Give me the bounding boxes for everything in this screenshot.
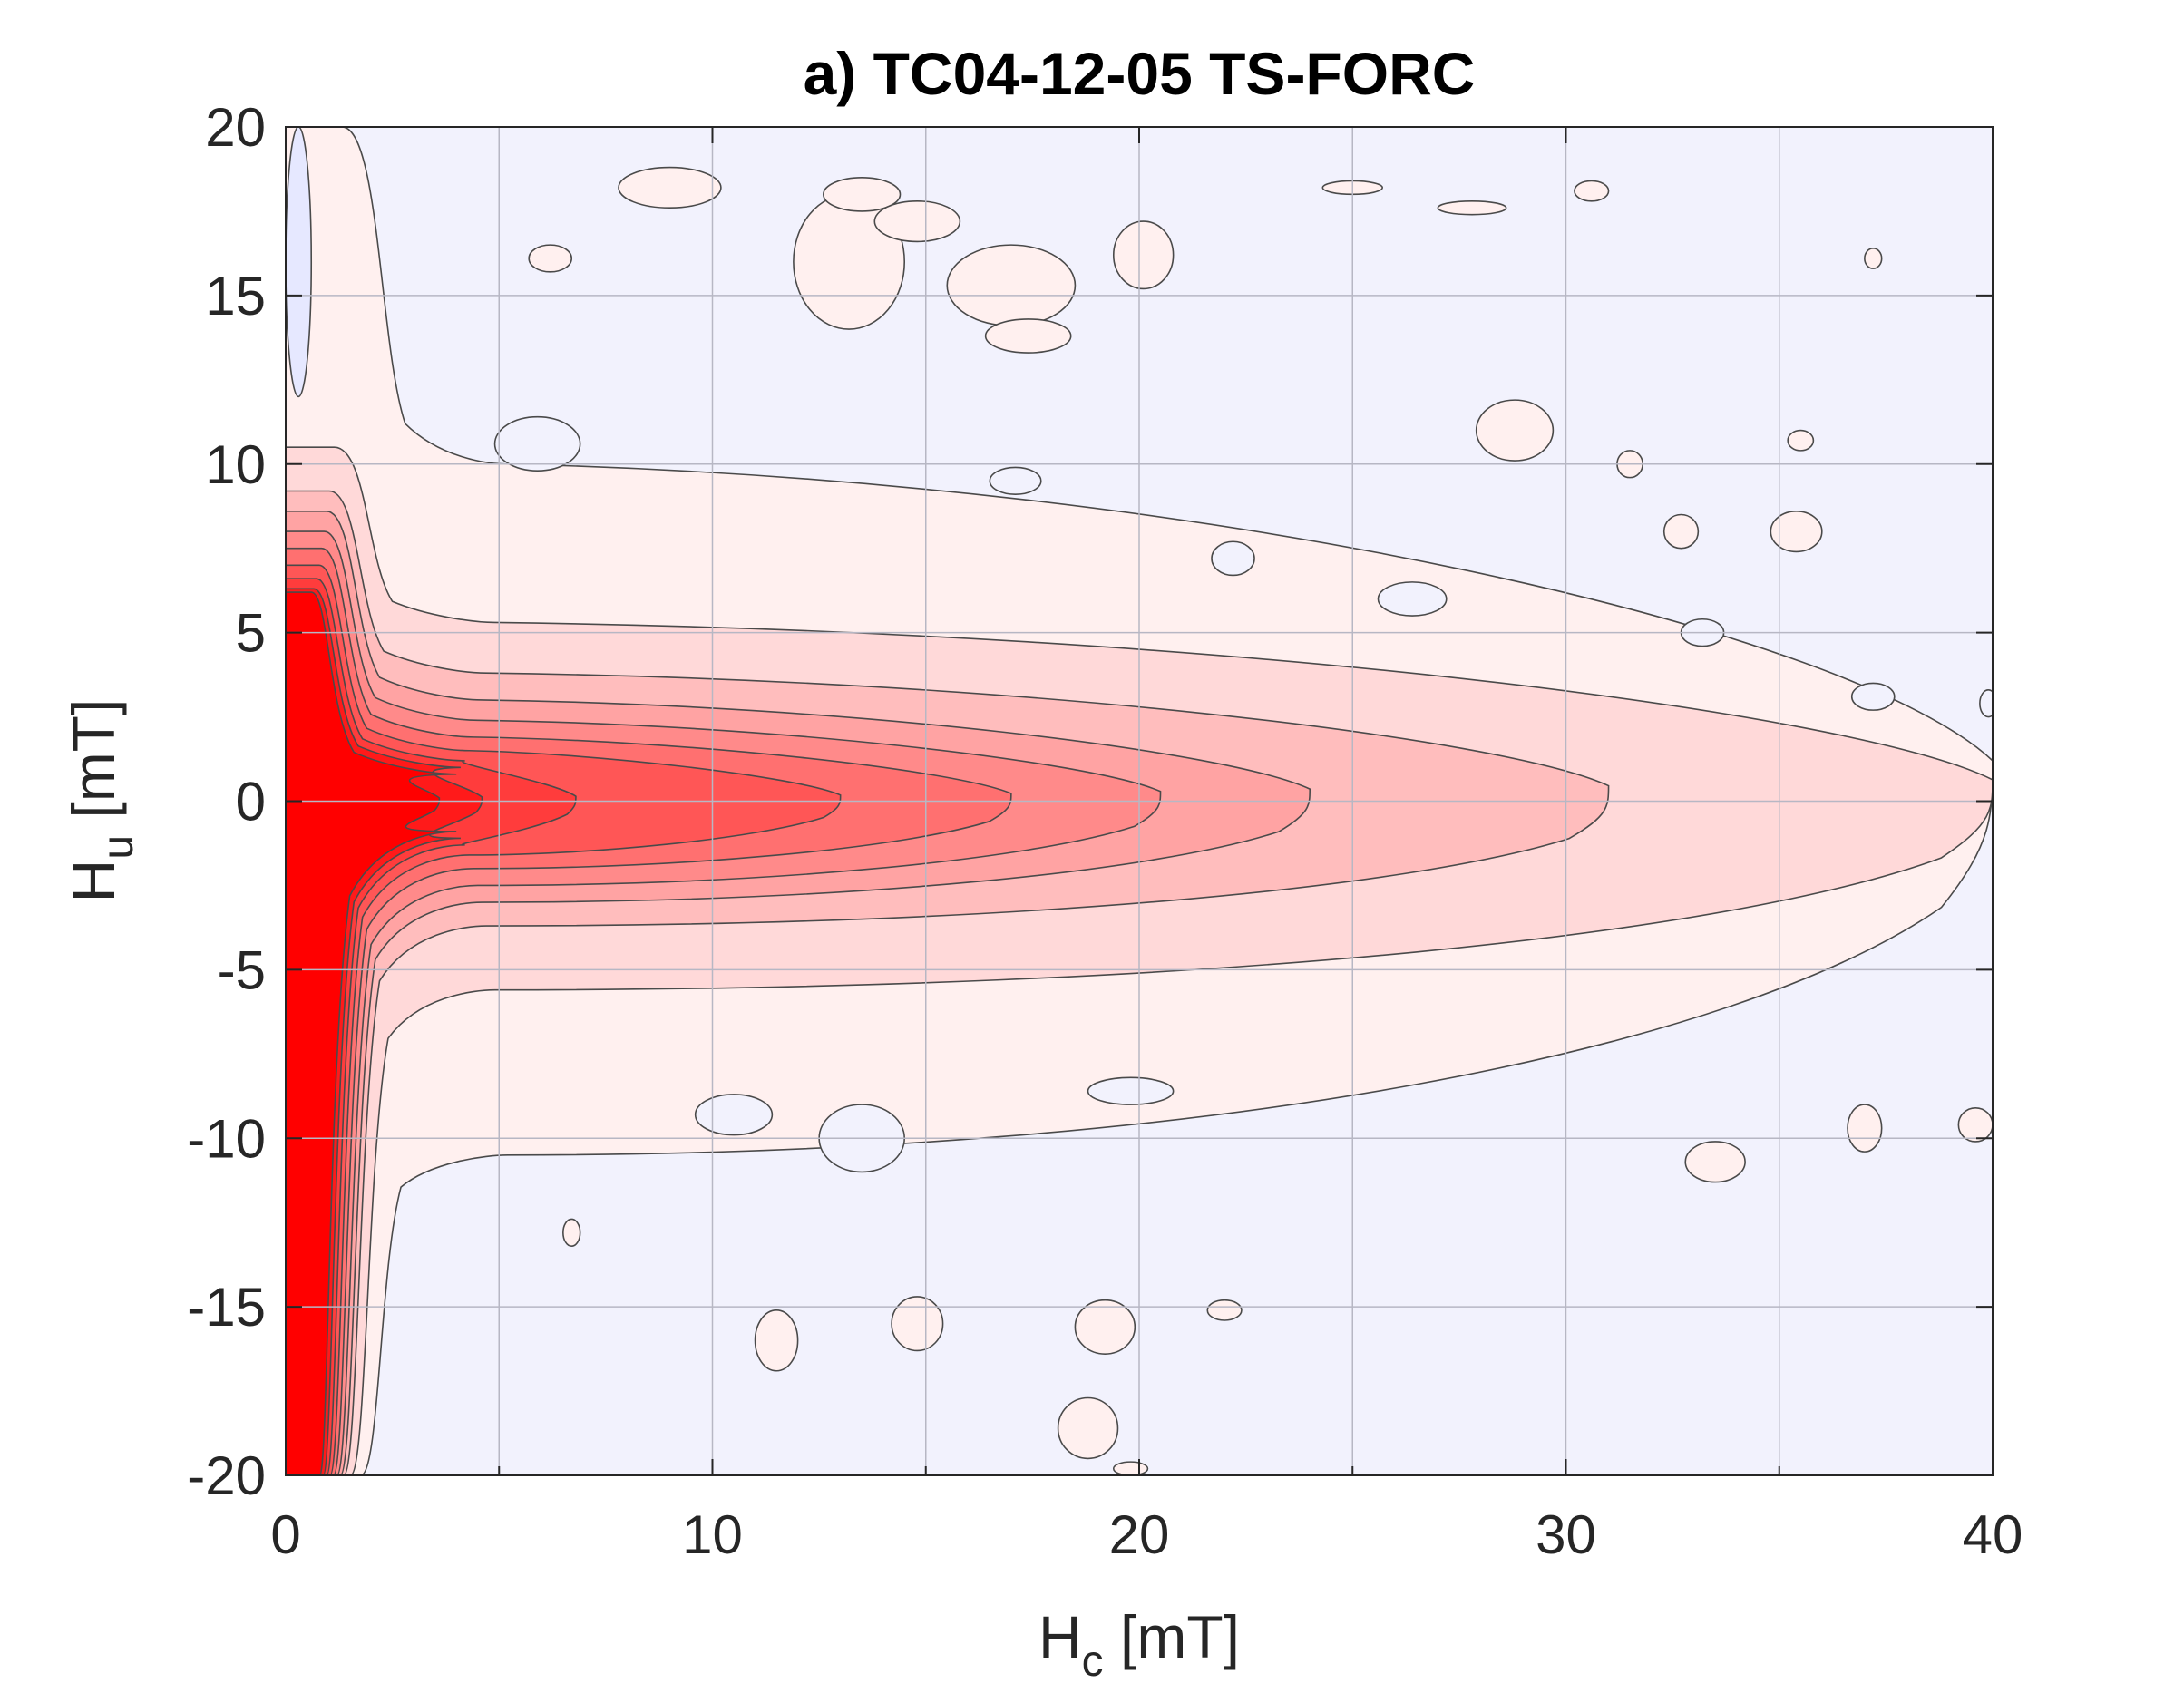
negative-island bbox=[1377, 581, 1448, 617]
negative-island bbox=[1211, 540, 1255, 577]
negative-island bbox=[1979, 689, 1993, 718]
y-axis-label-unit: [mT] bbox=[60, 699, 127, 835]
y-axis-label: Hu [mT] bbox=[60, 699, 142, 903]
negative-island bbox=[989, 466, 1042, 496]
negative-island bbox=[493, 415, 581, 472]
y-axis-label-subscript: u bbox=[94, 835, 142, 860]
positive-island bbox=[1662, 513, 1700, 550]
positive-island bbox=[562, 1218, 581, 1248]
grid-layer bbox=[286, 127, 1993, 1475]
x-axis-ticks: 0 10 20 30 40 bbox=[270, 127, 2023, 1565]
positive-island bbox=[618, 166, 722, 209]
positive-island bbox=[1437, 199, 1507, 216]
chart-title: a) TC04-12-05 TS-FORC bbox=[804, 40, 1476, 107]
positive-island bbox=[984, 318, 1072, 354]
positive-island bbox=[1770, 510, 1823, 553]
positive-island bbox=[1112, 220, 1175, 290]
x-tick-label: 20 bbox=[1109, 1504, 1170, 1565]
y-tick-label: -10 bbox=[187, 1108, 266, 1169]
y-tick-label: -5 bbox=[218, 939, 266, 1000]
positive-island bbox=[1684, 1141, 1746, 1183]
y-tick-label: 0 bbox=[236, 772, 266, 832]
positive-island bbox=[1112, 1461, 1149, 1475]
y-tick-label: 15 bbox=[205, 266, 266, 326]
negative-island bbox=[1087, 1076, 1175, 1105]
x-axis-label-subscript: c bbox=[1082, 1638, 1104, 1686]
x-tick-label: 30 bbox=[1536, 1504, 1596, 1565]
positive-island bbox=[1787, 429, 1815, 452]
positive-island bbox=[1475, 399, 1555, 462]
y-tick-label: 20 bbox=[205, 97, 266, 158]
x-axis-label-main: H bbox=[1038, 1603, 1082, 1670]
x-tick-label: 0 bbox=[270, 1504, 300, 1565]
positive-island bbox=[1574, 180, 1610, 202]
positive-island bbox=[1864, 248, 1883, 269]
y-tick-label: 10 bbox=[205, 434, 266, 495]
x-tick-label: 10 bbox=[682, 1504, 743, 1565]
positive-island bbox=[1206, 1299, 1243, 1321]
y-axis-label-main: H bbox=[60, 860, 127, 903]
contour-band-level-10 bbox=[286, 591, 457, 1475]
positive-island bbox=[528, 244, 573, 273]
negative-island bbox=[286, 127, 313, 398]
x-axis-label: Hc [mT] bbox=[1038, 1603, 1240, 1686]
y-tick-label: 5 bbox=[236, 603, 266, 664]
x-axis-label-unit: [mT] bbox=[1104, 1603, 1240, 1670]
negative-island bbox=[1850, 682, 1896, 711]
positive-island bbox=[1957, 1106, 1993, 1143]
positive-island bbox=[754, 1309, 799, 1372]
positive-island bbox=[873, 199, 961, 243]
positive-island bbox=[1074, 1299, 1136, 1355]
x-tick-label: 40 bbox=[1963, 1504, 2023, 1565]
y-tick-label: -20 bbox=[187, 1445, 266, 1506]
positive-island bbox=[946, 244, 1077, 327]
negative-island bbox=[694, 1094, 774, 1136]
positive-island bbox=[1057, 1396, 1119, 1460]
positive-island bbox=[1847, 1104, 1883, 1153]
positive-island bbox=[823, 176, 902, 212]
positive-island bbox=[891, 1296, 944, 1352]
y-tick-label: -15 bbox=[187, 1277, 266, 1338]
y-axis-ticks: 20 15 10 5 0 -5 -10 -15 -20 bbox=[187, 97, 1993, 1506]
